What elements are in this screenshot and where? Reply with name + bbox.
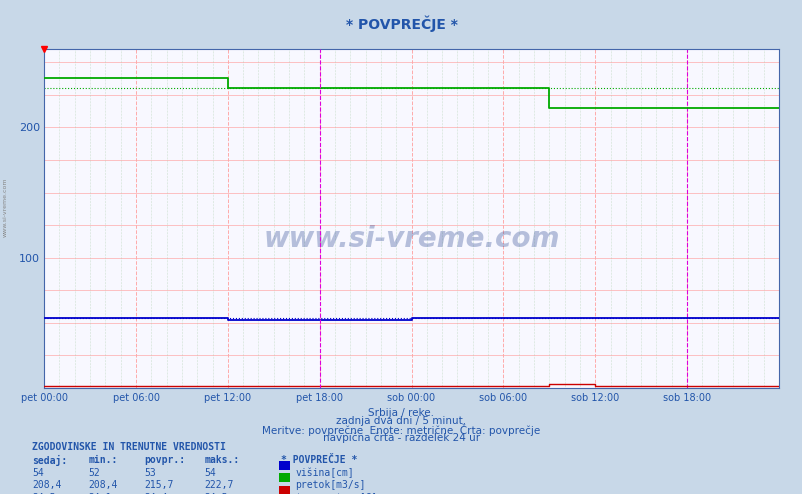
Text: 54: 54 bbox=[205, 468, 217, 478]
Text: www.si-vreme.com: www.si-vreme.com bbox=[263, 225, 559, 253]
Text: Srbija / reke.: Srbija / reke. bbox=[368, 408, 434, 417]
Text: pet 00:00: pet 00:00 bbox=[21, 393, 67, 403]
Text: povpr.:: povpr.: bbox=[144, 455, 185, 465]
Text: 24,4: 24,4 bbox=[144, 493, 168, 494]
Text: 53: 53 bbox=[144, 468, 156, 478]
Text: 54: 54 bbox=[32, 468, 44, 478]
Text: pet 12:00: pet 12:00 bbox=[204, 393, 251, 403]
Text: Meritve: povprečne  Enote: metrične  Črta: povprečje: Meritve: povprečne Enote: metrične Črta:… bbox=[262, 424, 540, 436]
Text: sob 18:00: sob 18:00 bbox=[662, 393, 711, 403]
Text: pet 06:00: pet 06:00 bbox=[112, 393, 160, 403]
Text: * POVPREČJE *: * POVPREČJE * bbox=[345, 16, 457, 32]
Text: 24,5: 24,5 bbox=[205, 493, 228, 494]
Text: ZGODOVINSKE IN TRENUTNE VREDNOSTI: ZGODOVINSKE IN TRENUTNE VREDNOSTI bbox=[32, 442, 225, 452]
Text: zadnja dva dni / 5 minut.: zadnja dva dni / 5 minut. bbox=[336, 416, 466, 426]
Text: sob 00:00: sob 00:00 bbox=[387, 393, 435, 403]
Text: 215,7: 215,7 bbox=[144, 480, 174, 490]
Text: 208,4: 208,4 bbox=[32, 480, 62, 490]
Text: min.:: min.: bbox=[88, 455, 118, 465]
Text: 24,5: 24,5 bbox=[32, 493, 55, 494]
Text: višina[cm]: višina[cm] bbox=[295, 468, 354, 478]
Text: pet 18:00: pet 18:00 bbox=[296, 393, 342, 403]
Text: temperatura[C]: temperatura[C] bbox=[295, 493, 377, 494]
Text: pretok[m3/s]: pretok[m3/s] bbox=[295, 480, 366, 490]
Text: 24,1: 24,1 bbox=[88, 493, 111, 494]
Text: 208,4: 208,4 bbox=[88, 480, 118, 490]
Text: maks.:: maks.: bbox=[205, 455, 240, 465]
Text: 222,7: 222,7 bbox=[205, 480, 234, 490]
Text: sob 06:00: sob 06:00 bbox=[479, 393, 527, 403]
Text: * POVPREČJE *: * POVPREČJE * bbox=[281, 455, 357, 465]
Text: 52: 52 bbox=[88, 468, 100, 478]
Text: www.si-vreme.com: www.si-vreme.com bbox=[3, 178, 8, 237]
Text: navpična črta - razdelek 24 ur: navpična črta - razdelek 24 ur bbox=[322, 433, 480, 443]
Text: sedaj:: sedaj: bbox=[32, 455, 67, 466]
Text: sob 12:00: sob 12:00 bbox=[570, 393, 618, 403]
